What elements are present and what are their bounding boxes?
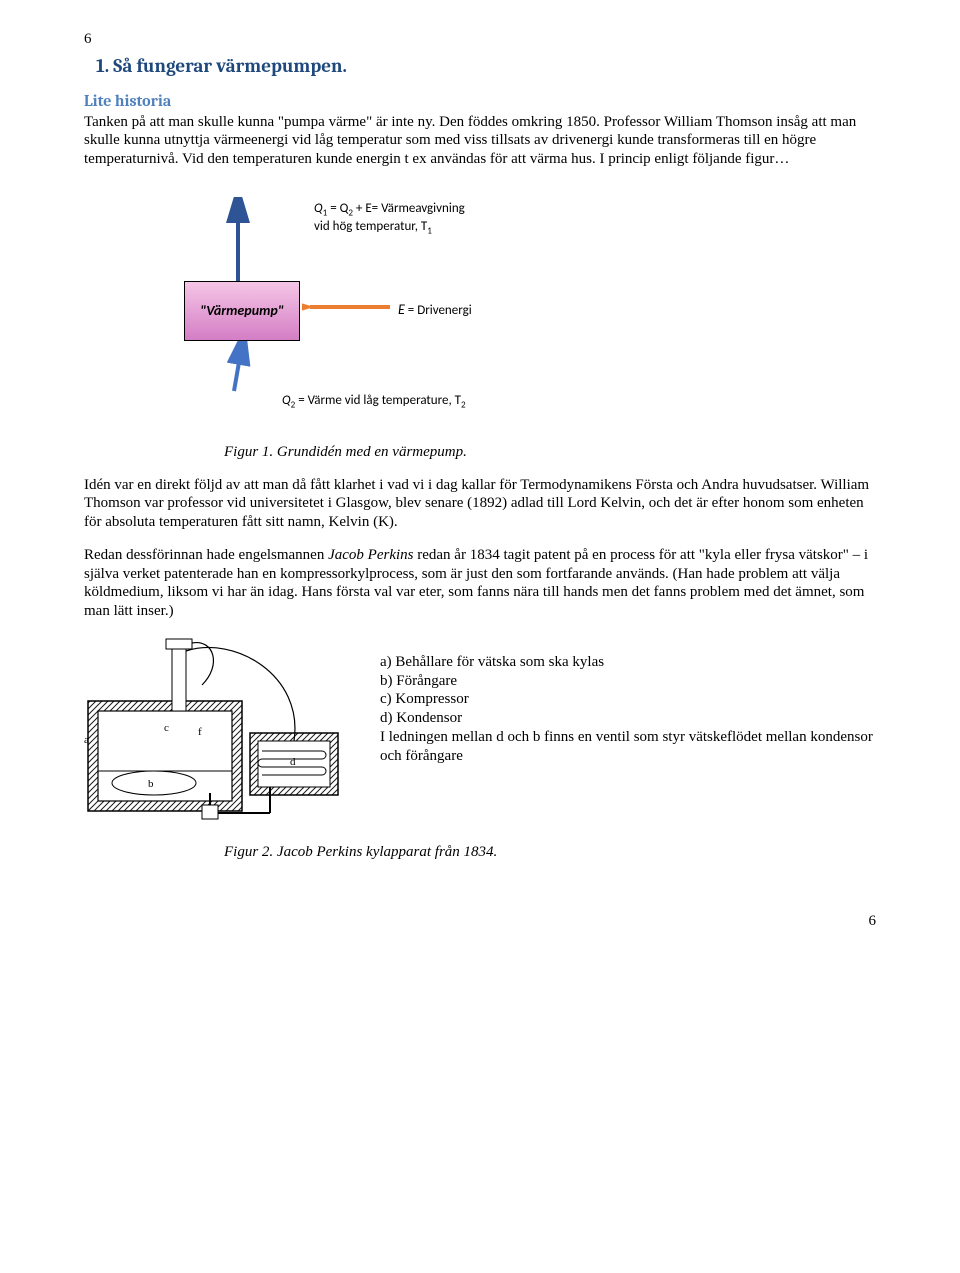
legend-d: d) Kondensor [380, 709, 876, 728]
paragraph-2: Idén var en direkt följd av att man då f… [84, 476, 876, 532]
svg-text:a: a [84, 734, 89, 746]
arrow-up-icon [224, 197, 252, 287]
figure-1-caption: Figur 1. Grundidén med en värmepump. [224, 443, 876, 462]
legend-e: I ledningen mellan d och b finns en vent… [380, 728, 876, 766]
legend-b: b) Förångare [380, 672, 876, 691]
subheading: Lite historia [84, 91, 876, 111]
page-number-top: 6 [84, 30, 876, 49]
figure-2-legend: a) Behållare för vätska som ska kylas b)… [380, 635, 876, 766]
figure-2-caption: Figur 2. Jacob Perkins kylapparat från 1… [224, 843, 876, 862]
figure-1-diagram: "Värmepump" Q1 = Q2 + E= Värmeavgivning … [184, 183, 876, 443]
q1-label: Q1 = Q2 + E= Värmeavgivning vid hög temp… [314, 201, 465, 238]
svg-text:b: b [148, 778, 154, 790]
e-label: E = Drivenergi [398, 301, 472, 319]
heatpump-box: "Värmepump" [184, 281, 300, 341]
figure-2-drawing: b a c f d [84, 635, 344, 825]
paragraph-1: Tanken på att man skulle kunna "pumpa vä… [84, 113, 876, 169]
paragraph-3: Redan dessförinnan hade engelsmannen Jac… [84, 546, 876, 621]
page-number-bottom: 6 [84, 912, 876, 931]
svg-text:c: c [164, 722, 169, 734]
svg-text:d: d [290, 756, 296, 768]
legend-a: a) Behållare för vätska som ska kylas [380, 653, 876, 672]
q2-label: Q2 = Värme vid låg temperature, T2 [282, 393, 466, 411]
heading-main: 1. Så fungerar värmepumpen. [96, 55, 876, 79]
svg-text:f: f [198, 726, 202, 738]
arrow-in-icon [224, 339, 252, 395]
legend-c: c) Kompressor [380, 690, 876, 709]
arrow-left-icon [302, 295, 394, 319]
figure-2-row: b a c f d a) Behållare för vätska som sk… [84, 635, 876, 825]
